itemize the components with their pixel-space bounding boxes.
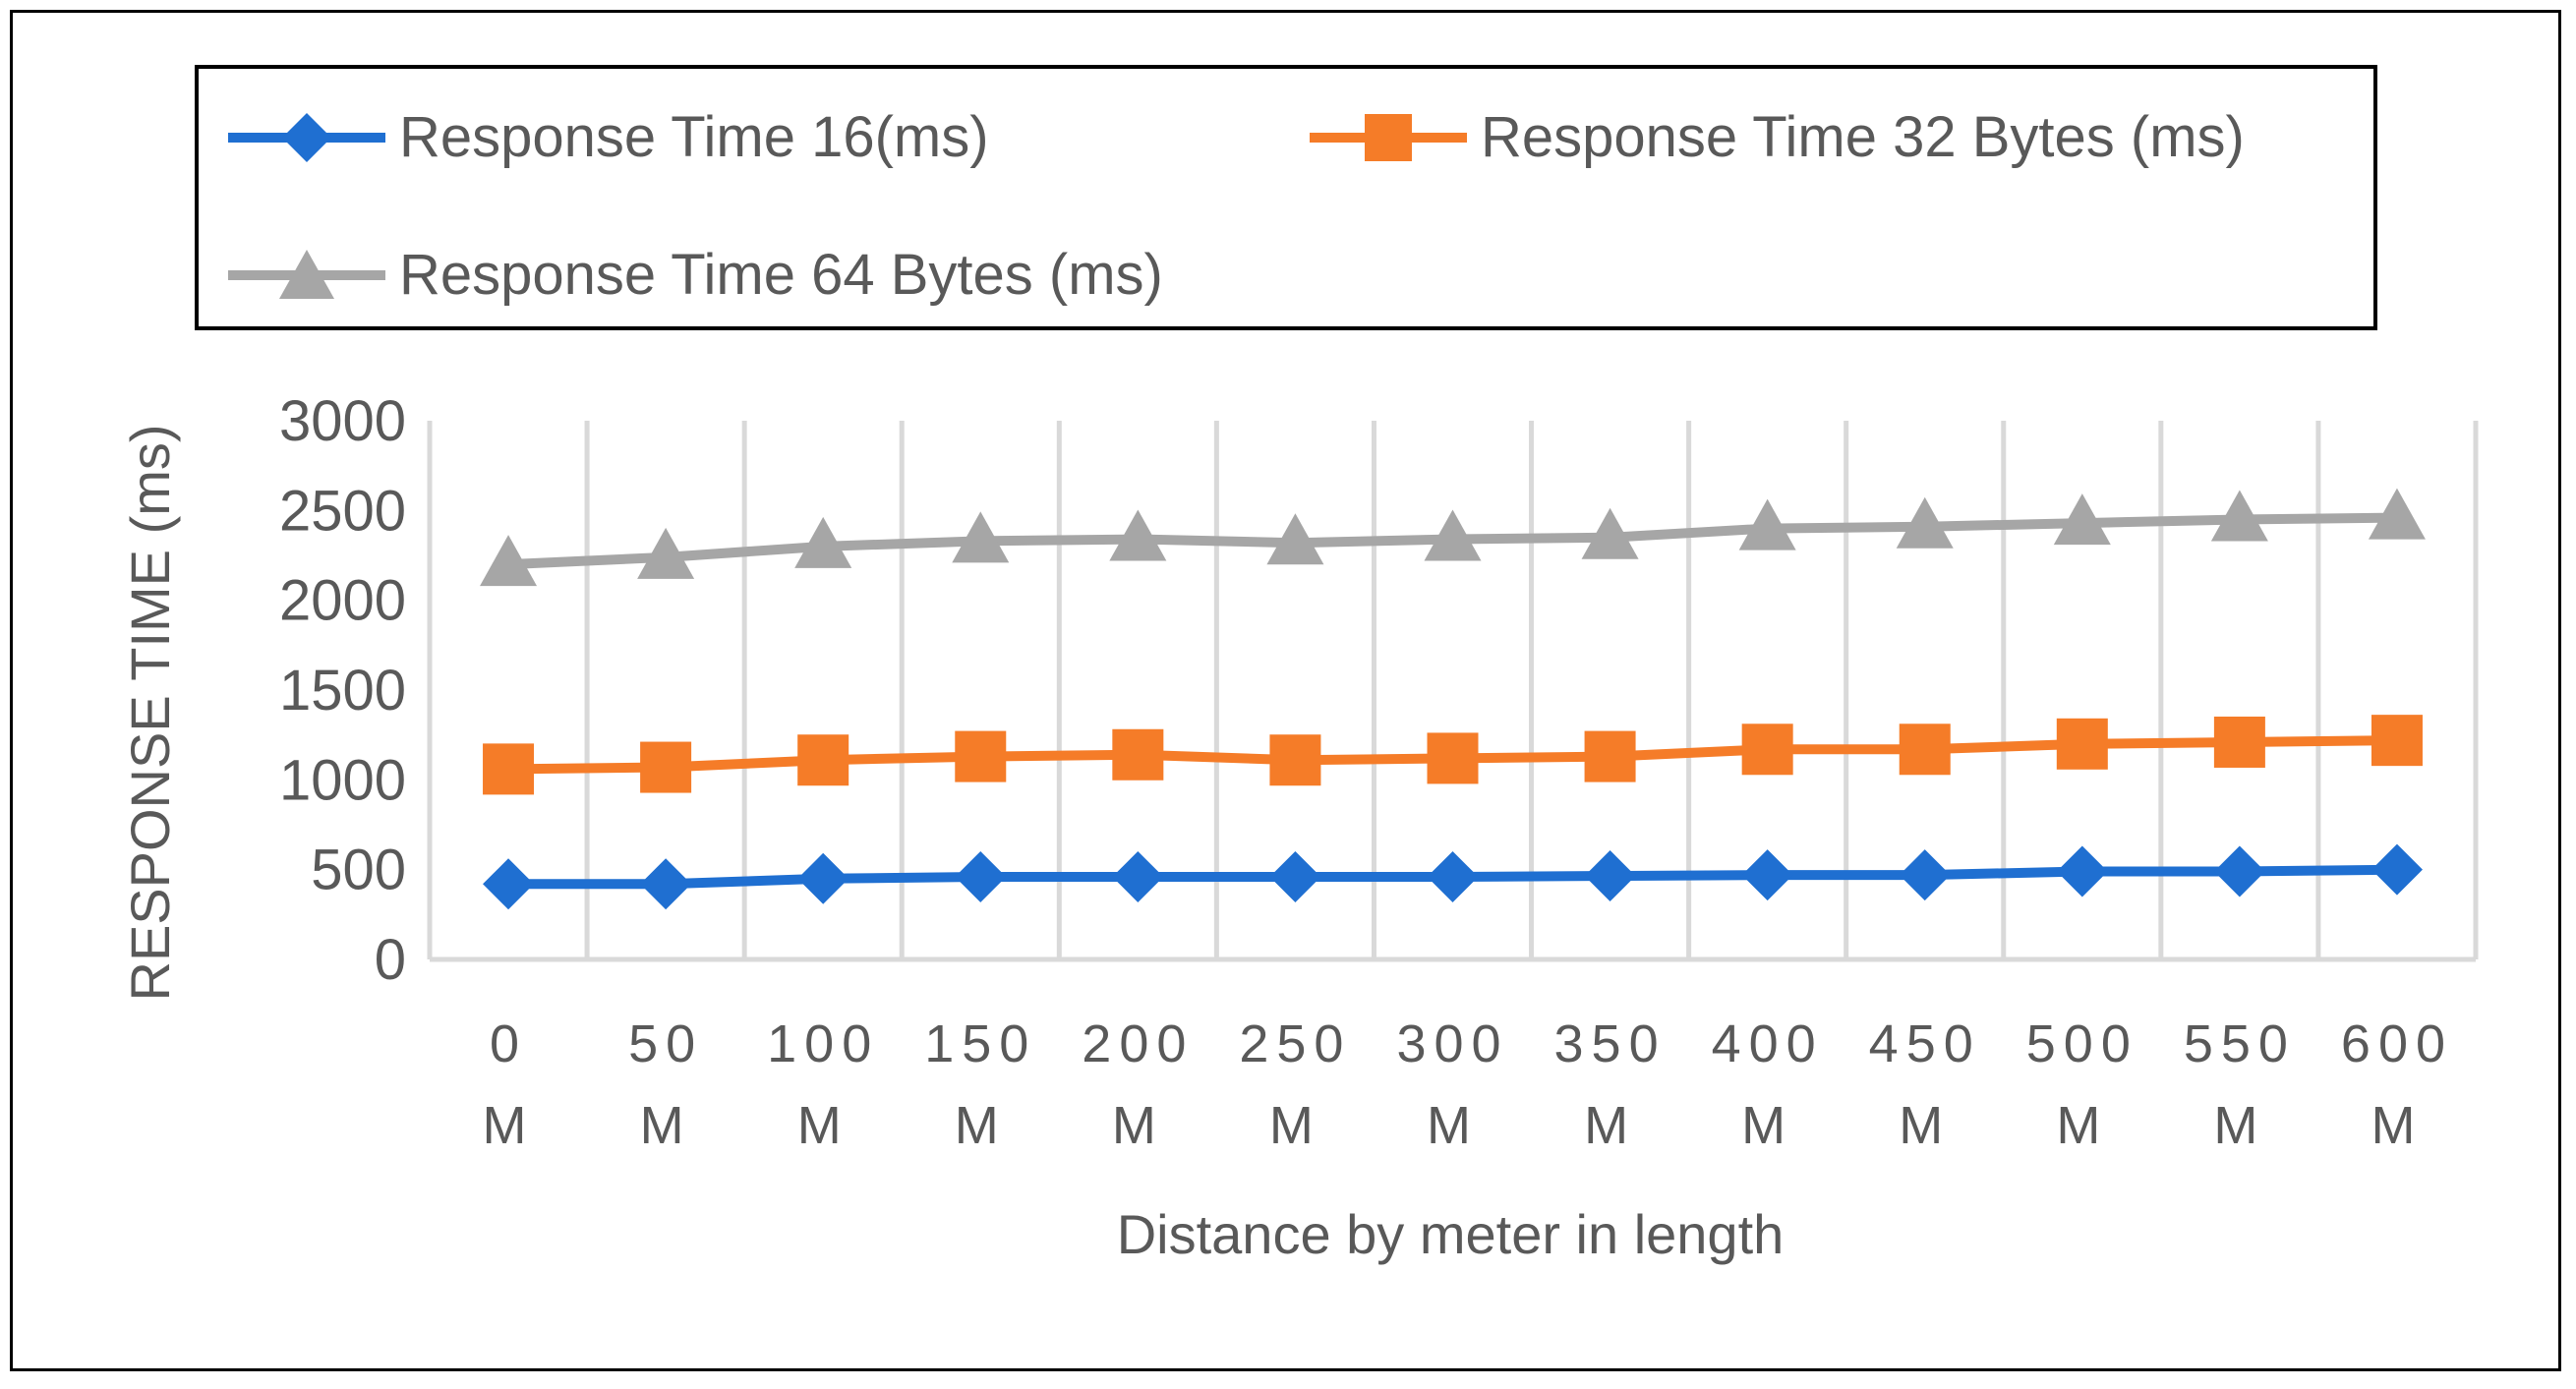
x-tick-label: M [2371, 1096, 2423, 1155]
data-point [1112, 728, 1164, 781]
y-tick-label: 2500 [279, 479, 406, 543]
data-point [483, 743, 535, 795]
x-tick-label: M [1427, 1096, 1479, 1155]
y-axis-title: RESPONSE TIME (ms) [119, 424, 181, 1001]
legend-label: Response Time 64 Bytes (ms) [399, 243, 1163, 307]
data-point [483, 858, 535, 910]
x-axis-title: Distance by meter in length [1117, 1203, 1785, 1265]
legend-label: Response Time 32 Bytes (ms) [1481, 105, 2245, 169]
x-tick-label: 400 [1712, 1014, 1824, 1073]
data-point [1899, 849, 1951, 901]
data-point [2210, 490, 2268, 542]
data-point [1427, 850, 1479, 902]
y-tick-label: 2000 [279, 569, 406, 633]
data-point [797, 734, 849, 786]
legend-swatch-diamond [228, 113, 385, 162]
x-tick-label: M [1269, 1096, 1321, 1155]
data-point [1584, 850, 1636, 902]
legend-entry-16: Response Time 16(ms) [218, 108, 989, 167]
y-tick-label: 3000 [279, 389, 406, 453]
y-tick-label: 0 [375, 928, 406, 992]
series-2 [480, 488, 2426, 587]
data-point [2053, 493, 2111, 546]
data-point [1738, 498, 1796, 550]
data-point [2371, 843, 2423, 896]
x-tick-label: 350 [1554, 1014, 1667, 1073]
data-point [2056, 845, 2108, 897]
data-point [794, 516, 852, 568]
x-tick-label: M [2213, 1096, 2265, 1155]
data-point [1741, 723, 1793, 776]
data-point [2368, 488, 2426, 540]
x-tick-label: 300 [1396, 1014, 1508, 1073]
series-1 [483, 715, 2423, 795]
data-point [797, 852, 849, 904]
data-point [952, 511, 1010, 563]
data-point [480, 535, 538, 587]
x-tick-label: M [1899, 1096, 1951, 1155]
series-group [480, 488, 2426, 910]
x-tick-label: M [1584, 1096, 1636, 1155]
data-point [955, 730, 1007, 782]
data-point [640, 741, 692, 793]
data-point [2213, 845, 2265, 897]
data-point [1899, 723, 1951, 776]
x-tick-label: M [1741, 1096, 1793, 1155]
y-tick-label: 500 [311, 839, 406, 902]
x-tick-label: 0 [490, 1014, 527, 1073]
data-point [640, 858, 692, 910]
x-tick-label: M [2056, 1096, 2108, 1155]
legend-swatch-triangle [228, 250, 385, 299]
data-point [1584, 730, 1636, 782]
legend-entry-32: Response Time 32 Bytes (ms) [1300, 108, 2245, 167]
x-tick-label: M [483, 1096, 535, 1155]
gridlines [427, 421, 2479, 959]
x-tick-label: 600 [2341, 1014, 2453, 1073]
data-point [2371, 715, 2423, 767]
data-point [1269, 734, 1321, 786]
tick-labels: 0 500 1000 1500 2000 2500 3000 0 M 50 M 100 M 150 M 200… [279, 389, 2453, 1155]
legend: Response Time 16(ms) Response Time 32 By… [195, 65, 2377, 330]
x-tick-label: M [640, 1096, 692, 1155]
data-point [1424, 509, 1482, 561]
legend-swatch-square [1310, 114, 1467, 161]
x-tick-label: 550 [2184, 1014, 2296, 1073]
data-point [1581, 507, 1639, 559]
x-tick-label: M [797, 1096, 849, 1155]
data-point [1269, 850, 1321, 902]
x-tick-label: 500 [2026, 1014, 2138, 1073]
data-point [1112, 850, 1164, 902]
x-tick-label: 50 [628, 1014, 703, 1073]
data-point [1741, 849, 1793, 901]
legend-entry-64: Response Time 64 Bytes (ms) [218, 246, 1163, 305]
x-tick-label: 250 [1239, 1014, 1351, 1073]
legend-label: Response Time 16(ms) [399, 105, 989, 169]
data-point [1427, 732, 1479, 784]
x-tick-label: M [955, 1096, 1007, 1155]
x-tick-label: 200 [1082, 1014, 1194, 1073]
x-tick-label: 100 [767, 1014, 879, 1073]
data-point [1896, 496, 1954, 549]
series-0 [483, 843, 2423, 910]
x-tick-label: 150 [924, 1014, 1036, 1073]
y-tick-label: 1000 [279, 748, 406, 812]
data-point [1109, 509, 1167, 561]
data-point [2213, 716, 2265, 768]
y-tick-label: 1500 [279, 659, 406, 723]
data-point [1266, 513, 1324, 565]
x-tick-label: 450 [1869, 1014, 1981, 1073]
data-point [955, 850, 1007, 902]
data-point [637, 527, 695, 579]
x-tick-label: M [1112, 1096, 1164, 1155]
data-point [2056, 718, 2108, 770]
